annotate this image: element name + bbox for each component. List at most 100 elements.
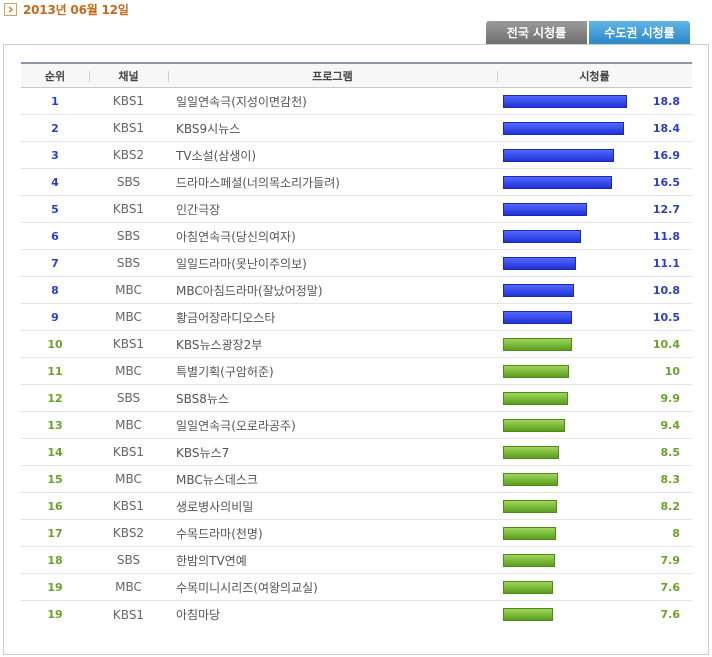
- rating-cell: 11.1: [497, 250, 692, 276]
- header-rating: 시청률: [497, 64, 692, 87]
- rating-bar: [503, 283, 574, 297]
- rating-cell: 10.4: [497, 331, 692, 357]
- table-row: 12 SBS SBS8뉴스 9.9: [21, 385, 692, 412]
- channel-cell: MBC: [115, 580, 142, 594]
- program-cell: KBS뉴스광장2부: [176, 337, 263, 352]
- program-cell: 일일드라마(못난이주의보): [176, 256, 307, 271]
- rank-cell: 12: [47, 391, 63, 405]
- rating-cell: 8.3: [497, 466, 692, 492]
- rating-bar: [503, 608, 553, 621]
- table-row: 16 KBS1 생로병사의비밀 8.2: [21, 493, 692, 520]
- table-row: 1 KBS1 일일연속극(지성이면감천) 18.8: [21, 88, 692, 115]
- rating-value: 8.3: [660, 472, 681, 486]
- rating-cell: 16.5: [497, 169, 692, 195]
- rank-cell: 7: [51, 256, 59, 270]
- program-cell: 인간극장: [176, 202, 221, 217]
- channel-cell: KBS1: [112, 121, 145, 135]
- tab-capital-area-ratings[interactable]: 수도권 시청률: [589, 21, 690, 49]
- program-cell: 특별기획(구암허준): [176, 364, 274, 379]
- channel-cell: KBS1: [112, 94, 145, 108]
- table-row: 11 MBC 특별기획(구암허준) 10: [21, 358, 692, 385]
- rating-cell: 11.8: [497, 223, 692, 249]
- header-channel: 채널: [89, 64, 168, 87]
- channel-cell: SBS: [116, 229, 141, 243]
- rating-cell: 10.5: [497, 304, 692, 330]
- rating-bar: [503, 310, 572, 324]
- program-cell: MBC뉴스데스크: [176, 472, 258, 487]
- table-row: 10 KBS1 KBS뉴스광장2부 10.4: [21, 331, 692, 358]
- program-cell: 아침마당: [176, 608, 221, 622]
- rating-bar: [503, 553, 555, 567]
- rating-value: 12.7: [652, 202, 680, 216]
- rating-cell: 18.8: [497, 88, 692, 114]
- program-cell: 수목드라마(천명): [176, 526, 263, 541]
- channel-cell: KBS1: [112, 202, 145, 216]
- program-cell: MBC아침드라마(잘났어정말): [176, 283, 323, 298]
- rating-value: 10: [664, 364, 680, 378]
- table-row: 18 SBS 한밤의TV연예 7.9: [21, 547, 692, 574]
- program-cell: SBS8뉴스: [176, 391, 229, 406]
- rating-value: 7.9: [660, 553, 681, 567]
- rank-cell: 10: [47, 337, 63, 351]
- table-row: 13 MBC 일일연속극(오로라공주) 9.4: [21, 412, 692, 439]
- rank-cell: 3: [51, 148, 59, 162]
- date-bar: 2013년 06월 12일: [4, 1, 129, 17]
- rating-value: 16.5: [652, 175, 680, 189]
- table-row: 3 KBS2 TV소설(삼생이) 16.9: [21, 142, 692, 169]
- rating-bar: [503, 229, 581, 243]
- table-row: 6 SBS 아침연속극(당신의여자) 11.8: [21, 223, 692, 250]
- table-row: 19 MBC 수목미니시리즈(여왕의교실) 7.6: [21, 574, 692, 601]
- table-row: 8 MBC MBC아침드라마(잘났어정말) 10.8: [21, 277, 692, 304]
- channel-cell: KBS1: [112, 445, 145, 459]
- rating-cell: 10.8: [497, 277, 692, 303]
- rating-bar: [503, 337, 572, 351]
- rating-value: 8.2: [660, 499, 681, 513]
- rating-bar: [503, 526, 556, 540]
- channel-cell: MBC: [115, 418, 142, 432]
- program-cell: KBS9시뉴스: [176, 121, 241, 136]
- rating-cell: 7.9: [497, 547, 692, 573]
- rating-cell: 7.6: [497, 601, 692, 628]
- rating-value: 18.4: [652, 121, 680, 135]
- rating-cell: 18.4: [497, 115, 692, 141]
- rating-bar: [503, 418, 565, 432]
- rating-cell: 12.7: [497, 196, 692, 222]
- rating-value: 10.5: [652, 310, 680, 324]
- channel-cell: MBC: [115, 283, 142, 297]
- ratings-panel: 순위 채널 프로그램 시청률 1 KBS1 일일연속극(지성이면감천) 18.8 2 KB…: [3, 44, 709, 655]
- table-row: 17 KBS2 수목드라마(천명) 8: [21, 520, 692, 547]
- channel-cell: KBS1: [112, 607, 145, 622]
- tab-national-ratings[interactable]: 전국 시청률: [486, 21, 587, 44]
- rating-cell: 8.2: [497, 493, 692, 519]
- table-row: 9 MBC 황금어장라디오스타 10.5: [21, 304, 692, 331]
- rating-value: 7.6: [660, 608, 681, 621]
- rating-value: 9.4: [660, 418, 681, 432]
- channel-cell: MBC: [115, 310, 142, 324]
- channel-cell: KBS1: [112, 499, 145, 513]
- rating-bar: [503, 580, 553, 594]
- rank-cell: 18: [47, 553, 63, 567]
- program-cell: TV소설(삼생이): [176, 148, 257, 163]
- rating-value: 9.9: [660, 391, 681, 405]
- rating-tabs: 전국 시청률 수도권 시청률: [486, 21, 690, 49]
- rating-value: 16.9: [652, 148, 680, 162]
- table-row: 14 KBS1 KBS뉴스7 8.5: [21, 439, 692, 466]
- channel-cell: KBS2: [112, 526, 145, 540]
- rating-value: 11.1: [652, 256, 680, 270]
- rating-cell: 9.9: [497, 385, 692, 411]
- rank-cell: 5: [51, 202, 59, 216]
- ratings-date: 2013년 06월 12일: [23, 2, 129, 17]
- rating-cell: 10: [497, 358, 692, 384]
- program-cell: 일일연속극(지성이면감천): [176, 94, 307, 109]
- rating-bar: [503, 472, 558, 486]
- program-cell: 아침연속극(당신의여자): [176, 229, 296, 244]
- channel-cell: SBS: [116, 256, 141, 270]
- program-cell: 일일연속극(오로라공주): [176, 418, 296, 433]
- rating-bar: [503, 499, 557, 513]
- rating-bar: [503, 148, 614, 162]
- program-cell: 황금어장라디오스타: [176, 310, 276, 325]
- header-rank: 순위: [44, 69, 66, 83]
- rating-bar: [503, 364, 569, 378]
- program-cell: 수목미니시리즈(여왕의교실): [176, 580, 318, 595]
- table-row: 5 KBS1 인간극장 12.7: [21, 196, 692, 223]
